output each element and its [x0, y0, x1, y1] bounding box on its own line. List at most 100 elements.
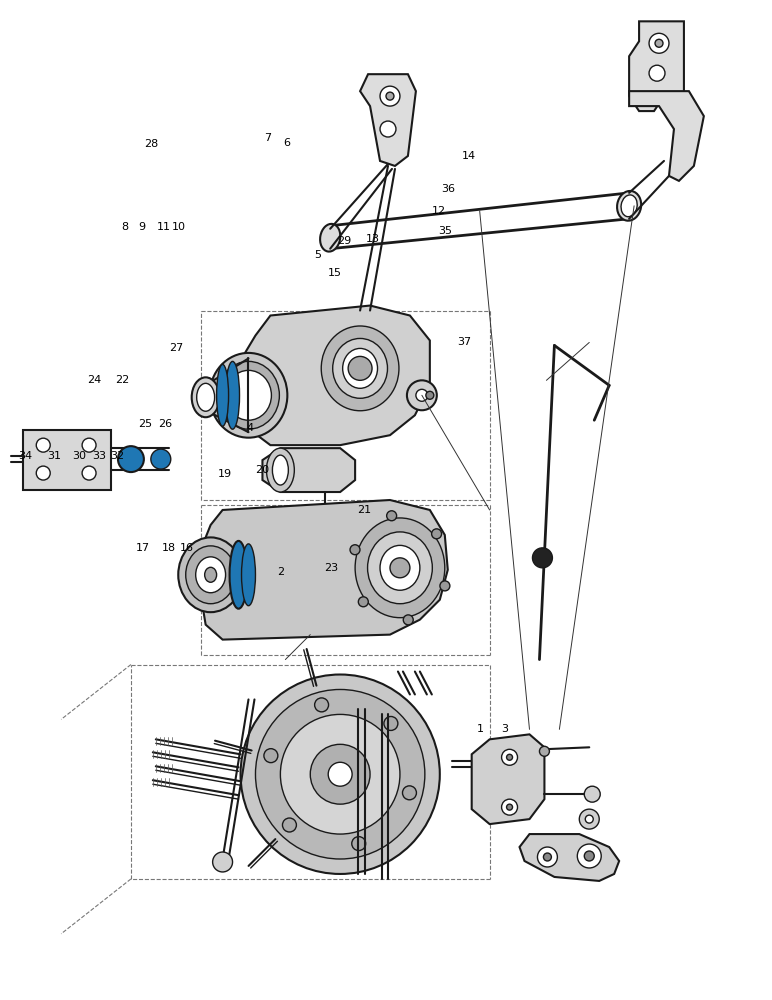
Circle shape: [350, 545, 360, 555]
Circle shape: [390, 558, 410, 578]
Circle shape: [584, 851, 594, 861]
Ellipse shape: [195, 557, 225, 593]
Polygon shape: [629, 91, 704, 181]
Text: 11: 11: [157, 222, 171, 232]
Ellipse shape: [333, 338, 388, 398]
Circle shape: [315, 698, 329, 712]
Circle shape: [358, 597, 368, 607]
Text: 21: 21: [357, 505, 371, 515]
Text: 5: 5: [313, 250, 320, 260]
Text: 15: 15: [327, 268, 341, 278]
Text: 10: 10: [172, 222, 186, 232]
Ellipse shape: [266, 448, 294, 492]
Text: 20: 20: [256, 465, 269, 475]
Circle shape: [584, 786, 600, 802]
Ellipse shape: [242, 544, 256, 606]
Text: 33: 33: [92, 451, 107, 461]
Circle shape: [655, 39, 663, 47]
Text: 14: 14: [462, 151, 476, 161]
Ellipse shape: [229, 541, 248, 609]
Circle shape: [118, 446, 144, 472]
Circle shape: [212, 852, 232, 872]
Circle shape: [506, 804, 513, 810]
Circle shape: [384, 716, 398, 730]
Text: 19: 19: [218, 469, 232, 479]
Text: 18: 18: [161, 543, 175, 553]
Ellipse shape: [355, 518, 445, 618]
Ellipse shape: [191, 377, 219, 417]
Circle shape: [310, 744, 370, 804]
Text: 24: 24: [87, 375, 102, 385]
Ellipse shape: [367, 532, 432, 604]
Polygon shape: [360, 74, 416, 166]
Circle shape: [36, 438, 50, 452]
Text: 31: 31: [48, 451, 62, 461]
Ellipse shape: [321, 326, 399, 411]
Text: 3: 3: [501, 724, 509, 734]
Circle shape: [533, 548, 553, 568]
Ellipse shape: [225, 361, 239, 429]
Circle shape: [502, 749, 517, 765]
Text: 17: 17: [136, 543, 150, 553]
Circle shape: [264, 749, 278, 763]
Polygon shape: [472, 734, 544, 824]
Circle shape: [407, 380, 437, 410]
Text: 16: 16: [180, 543, 194, 553]
Polygon shape: [520, 834, 619, 881]
Ellipse shape: [320, 224, 340, 252]
Text: 35: 35: [438, 226, 452, 236]
Text: 34: 34: [19, 451, 32, 461]
Text: 27: 27: [169, 343, 183, 353]
Circle shape: [283, 818, 296, 832]
Circle shape: [386, 92, 394, 100]
Circle shape: [506, 754, 513, 760]
Circle shape: [543, 853, 551, 861]
Circle shape: [402, 786, 416, 800]
Circle shape: [426, 391, 434, 399]
Circle shape: [82, 438, 96, 452]
Circle shape: [241, 675, 440, 874]
Text: 13: 13: [366, 234, 380, 244]
Text: 2: 2: [277, 567, 284, 577]
Text: 25: 25: [138, 419, 152, 429]
Text: 9: 9: [138, 222, 145, 232]
Ellipse shape: [621, 195, 637, 217]
Ellipse shape: [197, 383, 215, 411]
Circle shape: [352, 837, 366, 851]
Text: 8: 8: [121, 222, 128, 232]
Circle shape: [151, 449, 171, 469]
Text: 37: 37: [457, 337, 471, 347]
Text: 12: 12: [432, 206, 446, 216]
Circle shape: [403, 615, 413, 625]
Ellipse shape: [617, 191, 642, 221]
Text: 1: 1: [477, 724, 484, 734]
Circle shape: [387, 511, 397, 521]
Text: 28: 28: [144, 139, 158, 149]
Circle shape: [280, 714, 400, 834]
Ellipse shape: [273, 455, 289, 485]
Circle shape: [82, 466, 96, 480]
Polygon shape: [629, 21, 684, 111]
Ellipse shape: [380, 545, 420, 590]
Text: 30: 30: [72, 451, 86, 461]
Circle shape: [649, 33, 669, 53]
Circle shape: [328, 762, 352, 786]
Circle shape: [416, 389, 428, 401]
Ellipse shape: [210, 353, 287, 438]
Circle shape: [440, 581, 450, 591]
Ellipse shape: [178, 537, 243, 612]
Circle shape: [649, 65, 665, 81]
Ellipse shape: [217, 364, 229, 426]
Text: 6: 6: [283, 138, 290, 148]
Circle shape: [579, 809, 599, 829]
Circle shape: [380, 121, 396, 137]
Polygon shape: [262, 448, 355, 492]
Circle shape: [502, 799, 517, 815]
Circle shape: [348, 356, 372, 380]
Text: 23: 23: [324, 563, 339, 573]
Circle shape: [432, 529, 442, 539]
Ellipse shape: [343, 348, 378, 388]
Text: 22: 22: [115, 375, 130, 385]
Ellipse shape: [218, 361, 279, 429]
Polygon shape: [201, 500, 448, 640]
